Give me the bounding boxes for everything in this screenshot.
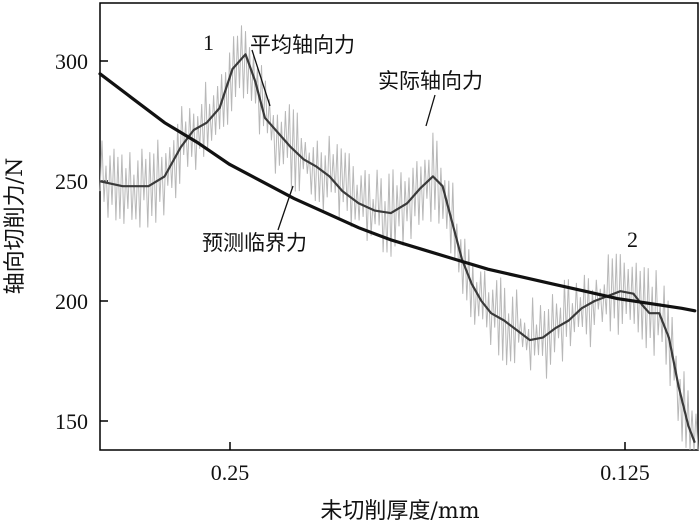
actual-force-line: [99, 25, 699, 451]
y-tick-label-250: 250: [55, 169, 88, 194]
x-axis-title: 未切削厚度/mm: [320, 499, 479, 524]
marker-label-2: 2: [627, 227, 638, 252]
average-force-line: [99, 53, 696, 444]
y-axis-title: 轴向切削力/N: [3, 158, 28, 295]
label-average-force: 平均轴向力: [250, 33, 355, 57]
actual-force-series: [99, 25, 699, 451]
leader-predicted: [277, 185, 294, 231]
leader-average: [251, 49, 271, 107]
label-predicted-critical-force: 预测临界力: [202, 231, 307, 255]
leader-actual: [425, 94, 436, 127]
label-actual-force: 实际轴向力: [378, 69, 483, 93]
plot-frame: [99, 2, 699, 451]
y-tick-label-200: 200: [55, 289, 88, 314]
marker-label-1: 1: [203, 30, 214, 55]
x-tick-label-0.25: 0.25: [211, 460, 250, 485]
x-tick-label-0.125: 0.125: [600, 460, 650, 485]
predicted-critical-force-curve: [98, 72, 697, 313]
y-tick-label-150: 150: [55, 409, 88, 434]
y-tick-label-300: 300: [55, 49, 88, 74]
